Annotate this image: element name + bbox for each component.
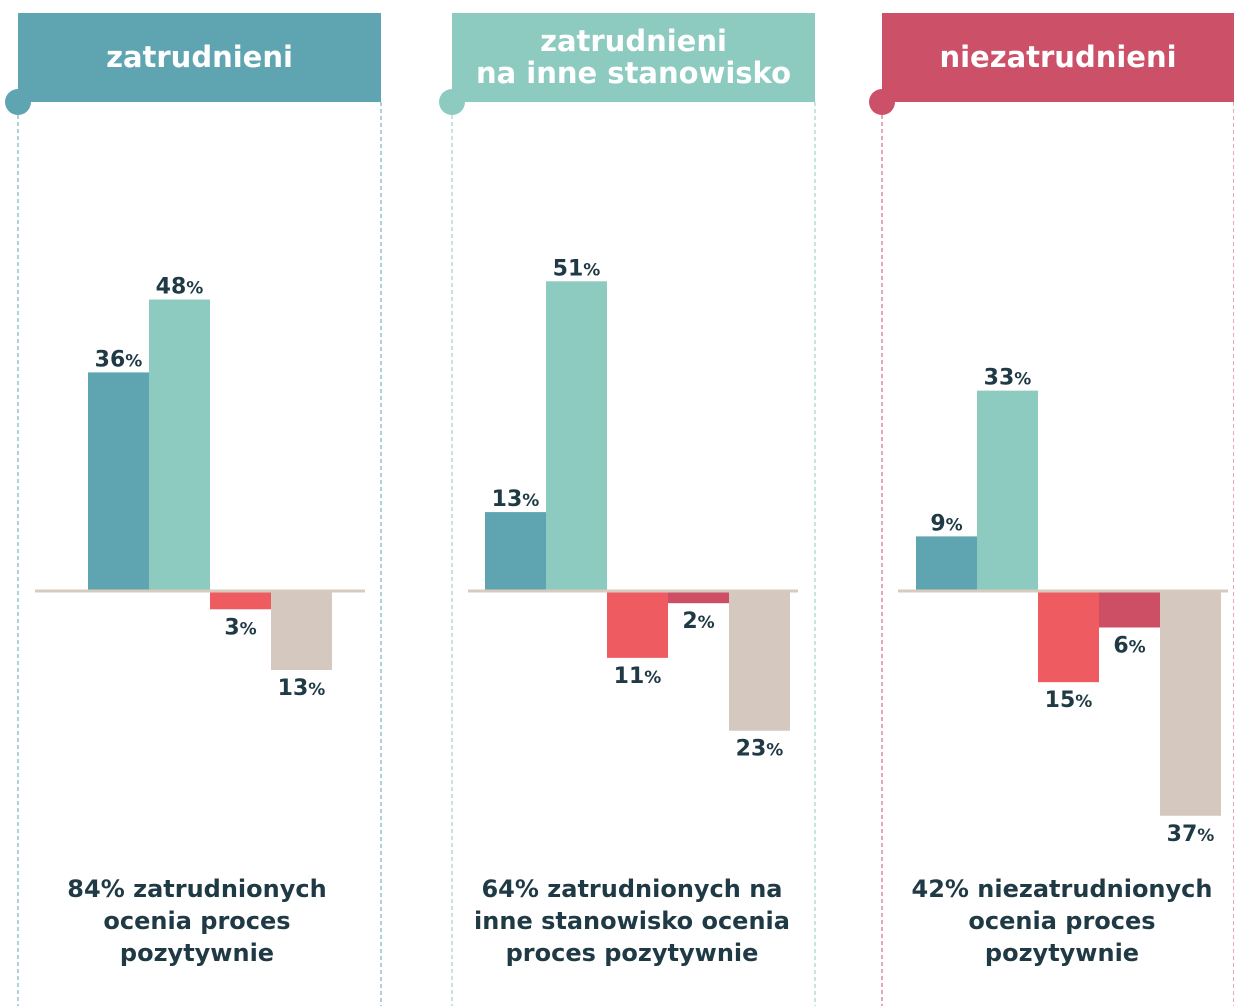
bar xyxy=(1099,591,1160,628)
bar xyxy=(729,591,790,731)
bar xyxy=(149,299,210,592)
bar xyxy=(210,591,271,610)
bar xyxy=(546,281,607,592)
value-label: 36% xyxy=(95,347,143,372)
bar xyxy=(88,372,149,592)
header-dot xyxy=(869,89,895,115)
value-label: 33% xyxy=(984,366,1032,391)
value-label: 15% xyxy=(1045,688,1093,713)
value-label: 2% xyxy=(682,609,714,634)
bar xyxy=(668,591,729,604)
value-label: 48% xyxy=(156,275,204,300)
bar xyxy=(977,390,1038,592)
panel-header xyxy=(18,13,381,102)
panel-title: na inne stanowisko xyxy=(476,56,791,90)
bar xyxy=(1160,591,1221,816)
header-dot xyxy=(5,89,31,115)
panel-title: zatrudnieni xyxy=(540,24,727,58)
value-label: 51% xyxy=(553,256,601,281)
panel-note: pozytywnie xyxy=(120,939,274,967)
value-label: 13% xyxy=(278,676,326,701)
bar xyxy=(916,536,977,592)
panel-note: ocenia proces xyxy=(103,907,290,935)
panel-note: inne stanowisko ocenia xyxy=(474,907,790,935)
header-dot xyxy=(439,89,465,115)
bar xyxy=(271,591,332,671)
panel-note: 42% niezatrudnionych xyxy=(912,875,1213,903)
bar xyxy=(607,591,668,658)
panel-note: 64% zatrudnionych na xyxy=(481,875,782,903)
panel-header xyxy=(452,13,815,102)
panel-header xyxy=(882,13,1234,102)
panel-note: 84% zatrudnionych xyxy=(67,875,326,903)
value-label: 23% xyxy=(736,737,784,762)
value-label: 37% xyxy=(1167,822,1215,847)
value-label: 13% xyxy=(492,487,540,512)
value-label: 9% xyxy=(930,511,962,536)
bar xyxy=(1038,591,1099,683)
value-label: 3% xyxy=(224,615,256,640)
panel-note: ocenia proces xyxy=(968,907,1155,935)
bar xyxy=(485,512,546,592)
value-label: 11% xyxy=(614,664,662,689)
panel-note: pozytywnie xyxy=(985,939,1139,967)
value-label: 6% xyxy=(1113,633,1145,658)
panel-title: zatrudnieni xyxy=(106,40,293,74)
panel-title: niezatrudnieni xyxy=(939,40,1176,74)
panel-note: proces pozytywnie xyxy=(506,939,759,967)
